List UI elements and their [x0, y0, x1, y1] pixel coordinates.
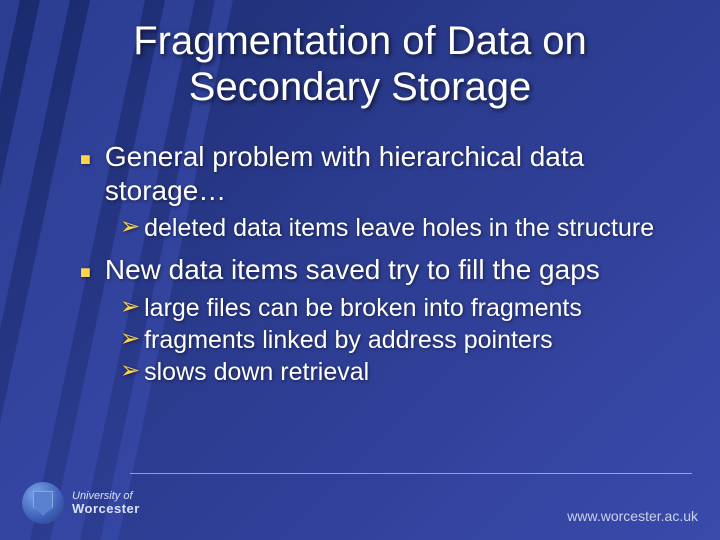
bullet-level1: ■ New data items saved try to fill the g…	[80, 253, 680, 287]
logo-text: University of Worcester	[72, 490, 140, 516]
slide-footer: University of Worcester www.worcester.ac…	[22, 482, 698, 524]
bullet-text: deleted data items leave holes in the st…	[144, 213, 654, 243]
bullet-level2: ➢ large files can be broken into fragmen…	[120, 293, 680, 323]
bullet-text: slows down retrieval	[144, 357, 369, 387]
bullet-text: large files can be broken into fragments	[144, 293, 582, 323]
arrow-bullet-icon: ➢	[120, 213, 140, 242]
university-logo: University of Worcester	[22, 482, 140, 524]
slide-title: Fragmentation of Data on Secondary Stora…	[60, 18, 660, 110]
bullet-text: New data items saved try to fill the gap…	[105, 253, 600, 287]
shield-icon	[33, 491, 53, 515]
slide: Fragmentation of Data on Secondary Stora…	[0, 0, 720, 540]
arrow-bullet-icon: ➢	[120, 357, 140, 386]
footer-url: www.worcester.ac.uk	[567, 508, 698, 524]
bullet-text: General problem with hierarchical data s…	[105, 140, 680, 207]
bullet-level2: ➢ fragments linked by address pointers	[120, 325, 680, 355]
crest-icon	[22, 482, 64, 524]
bullet-text: fragments linked by address pointers	[144, 325, 553, 355]
square-bullet-icon: ■	[80, 149, 91, 171]
bullet-level1: ■ General problem with hierarchical data…	[80, 140, 680, 207]
square-bullet-icon: ■	[80, 262, 91, 284]
footer-divider	[130, 473, 692, 474]
bullet-level2: ➢ deleted data items leave holes in the …	[120, 213, 680, 243]
bullet-level2: ➢ slows down retrieval	[120, 357, 680, 387]
arrow-bullet-icon: ➢	[120, 325, 140, 354]
logo-line2: Worcester	[72, 502, 140, 516]
slide-content: ■ General problem with hierarchical data…	[80, 140, 680, 389]
arrow-bullet-icon: ➢	[120, 293, 140, 322]
